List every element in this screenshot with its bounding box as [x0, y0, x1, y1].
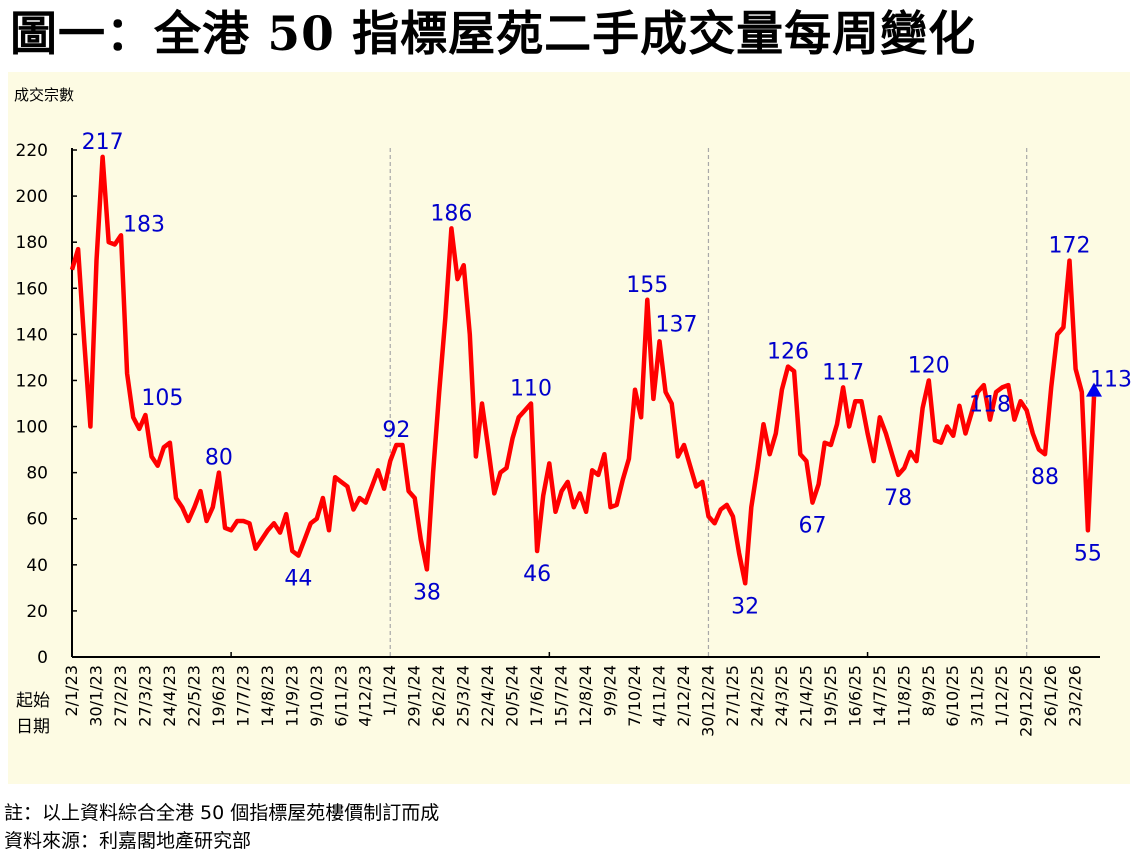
- data-label: 32: [731, 594, 759, 619]
- x-tick-label: 16/6/25: [845, 665, 864, 727]
- data-label: 78: [884, 486, 912, 511]
- x-tick-label: 24/3/25: [772, 665, 791, 727]
- x-tick-label: 12/8/24: [576, 665, 595, 727]
- x-tick-label: 11/9/23: [282, 665, 301, 727]
- y-axis-title: 成交宗數: [14, 86, 75, 104]
- x-tick-label: 2/12/24: [674, 665, 693, 727]
- y-tick-label: 80: [26, 464, 48, 484]
- x-tick-label: 1/1/24: [380, 665, 399, 717]
- data-label: 80: [205, 446, 233, 471]
- data-label: 126: [767, 340, 809, 365]
- data-label: 38: [413, 580, 441, 605]
- data-label: 88: [1031, 465, 1059, 490]
- data-label: 172: [1049, 234, 1091, 259]
- x-tick-label: 30/1/23: [86, 665, 105, 727]
- x-tick-label: 15/7/24: [552, 665, 571, 727]
- chart-title: 圖一：全港 50 指標屋苑二手成交量每周變化: [10, 7, 977, 62]
- y-tick-label: 180: [16, 233, 48, 253]
- y-tick-label: 120: [16, 371, 48, 391]
- x-tick-label: 6/11/23: [331, 665, 350, 727]
- x-tick-label: 9/9/24: [601, 665, 620, 717]
- x-tick-label: 11/8/25: [894, 665, 913, 727]
- x-tick-label: 27/1/25: [723, 665, 742, 727]
- data-label: 217: [82, 130, 124, 155]
- x-tick-label: 27/2/23: [111, 665, 130, 727]
- data-label: 46: [523, 562, 551, 587]
- y-tick-label: 140: [16, 325, 48, 345]
- x-tick-label: 17/7/23: [233, 665, 252, 727]
- data-label: 113: [1090, 368, 1132, 393]
- y-tick-label: 220: [16, 141, 48, 161]
- last-point-triangle-marker: [1086, 382, 1102, 397]
- y-tick-label: 200: [16, 187, 48, 207]
- x-tick-label: 25/3/24: [454, 665, 473, 727]
- x-tick-label: 14/7/25: [870, 665, 889, 727]
- x-tick-label: 14/8/23: [258, 665, 277, 727]
- x-tick-label: 26/2/24: [429, 665, 448, 727]
- data-label: 92: [382, 418, 410, 443]
- x-tick-label: 27/3/23: [135, 665, 154, 727]
- x-tick-label: 1/12/25: [992, 665, 1011, 727]
- x-tick-label: 29/1/24: [405, 665, 424, 727]
- x-axis-title-line2: 日期: [16, 717, 50, 737]
- x-tick-label: 8/9/25: [919, 665, 938, 717]
- x-tick-label: 19/6/23: [209, 665, 228, 727]
- data-label: 155: [626, 273, 668, 298]
- x-tick-label: 9/10/23: [307, 665, 326, 727]
- x-tick-label: 19/5/25: [821, 665, 840, 727]
- x-tick-label: 4/12/23: [356, 665, 375, 727]
- x-tick-label: 4/11/24: [649, 665, 668, 727]
- data-label: 186: [430, 201, 472, 226]
- data-label: 44: [284, 567, 312, 592]
- footnote: 註：以上資料綜合全港 50 個指標屋苑樓價制訂而成: [4, 802, 440, 824]
- x-tick-label: 7/10/24: [625, 665, 644, 727]
- y-tick-label: 160: [16, 279, 48, 299]
- x-axis-title-line1: 起始: [16, 691, 50, 711]
- x-tick-label: 21/4/25: [796, 665, 815, 727]
- x-tick-label: 22/5/23: [184, 665, 203, 727]
- y-tick-label: 100: [16, 418, 48, 438]
- source-note: 資料來源：利嘉閣地產研究部: [4, 830, 252, 852]
- x-tick-label: 26/1/26: [1041, 665, 1060, 727]
- x-tick-label: 2/1/23: [62, 665, 81, 717]
- data-label: 55: [1074, 541, 1102, 566]
- series-line: [69, 154, 1097, 586]
- chart-panel: [8, 72, 1130, 784]
- x-tick-label: 20/5/24: [503, 665, 522, 727]
- x-tick-label: 23/2/26: [1066, 665, 1085, 727]
- x-tick-label: 22/4/24: [478, 665, 497, 727]
- data-label: 67: [798, 514, 826, 539]
- x-tick-label: 30/12/24: [698, 665, 717, 737]
- x-tick-label: 24/2/25: [747, 665, 766, 727]
- data-label: 118: [969, 393, 1011, 418]
- y-tick-label: 40: [26, 556, 48, 576]
- x-tick-label: 6/10/25: [943, 665, 962, 727]
- data-label: 105: [141, 386, 183, 411]
- data-label: 110: [510, 377, 552, 402]
- data-label: 183: [123, 212, 165, 237]
- data-label: 117: [822, 360, 864, 385]
- y-tick-label: 0: [37, 648, 48, 668]
- y-tick-label: 20: [26, 602, 48, 622]
- data-label: 137: [655, 312, 697, 337]
- x-tick-label: 29/12/25: [1017, 665, 1036, 737]
- data-label: 120: [908, 353, 950, 378]
- x-tick-label: 3/11/25: [968, 665, 987, 727]
- x-tick-label: 24/4/23: [160, 665, 179, 727]
- x-tick-label: 17/6/24: [527, 665, 546, 727]
- y-tick-label: 60: [26, 510, 48, 530]
